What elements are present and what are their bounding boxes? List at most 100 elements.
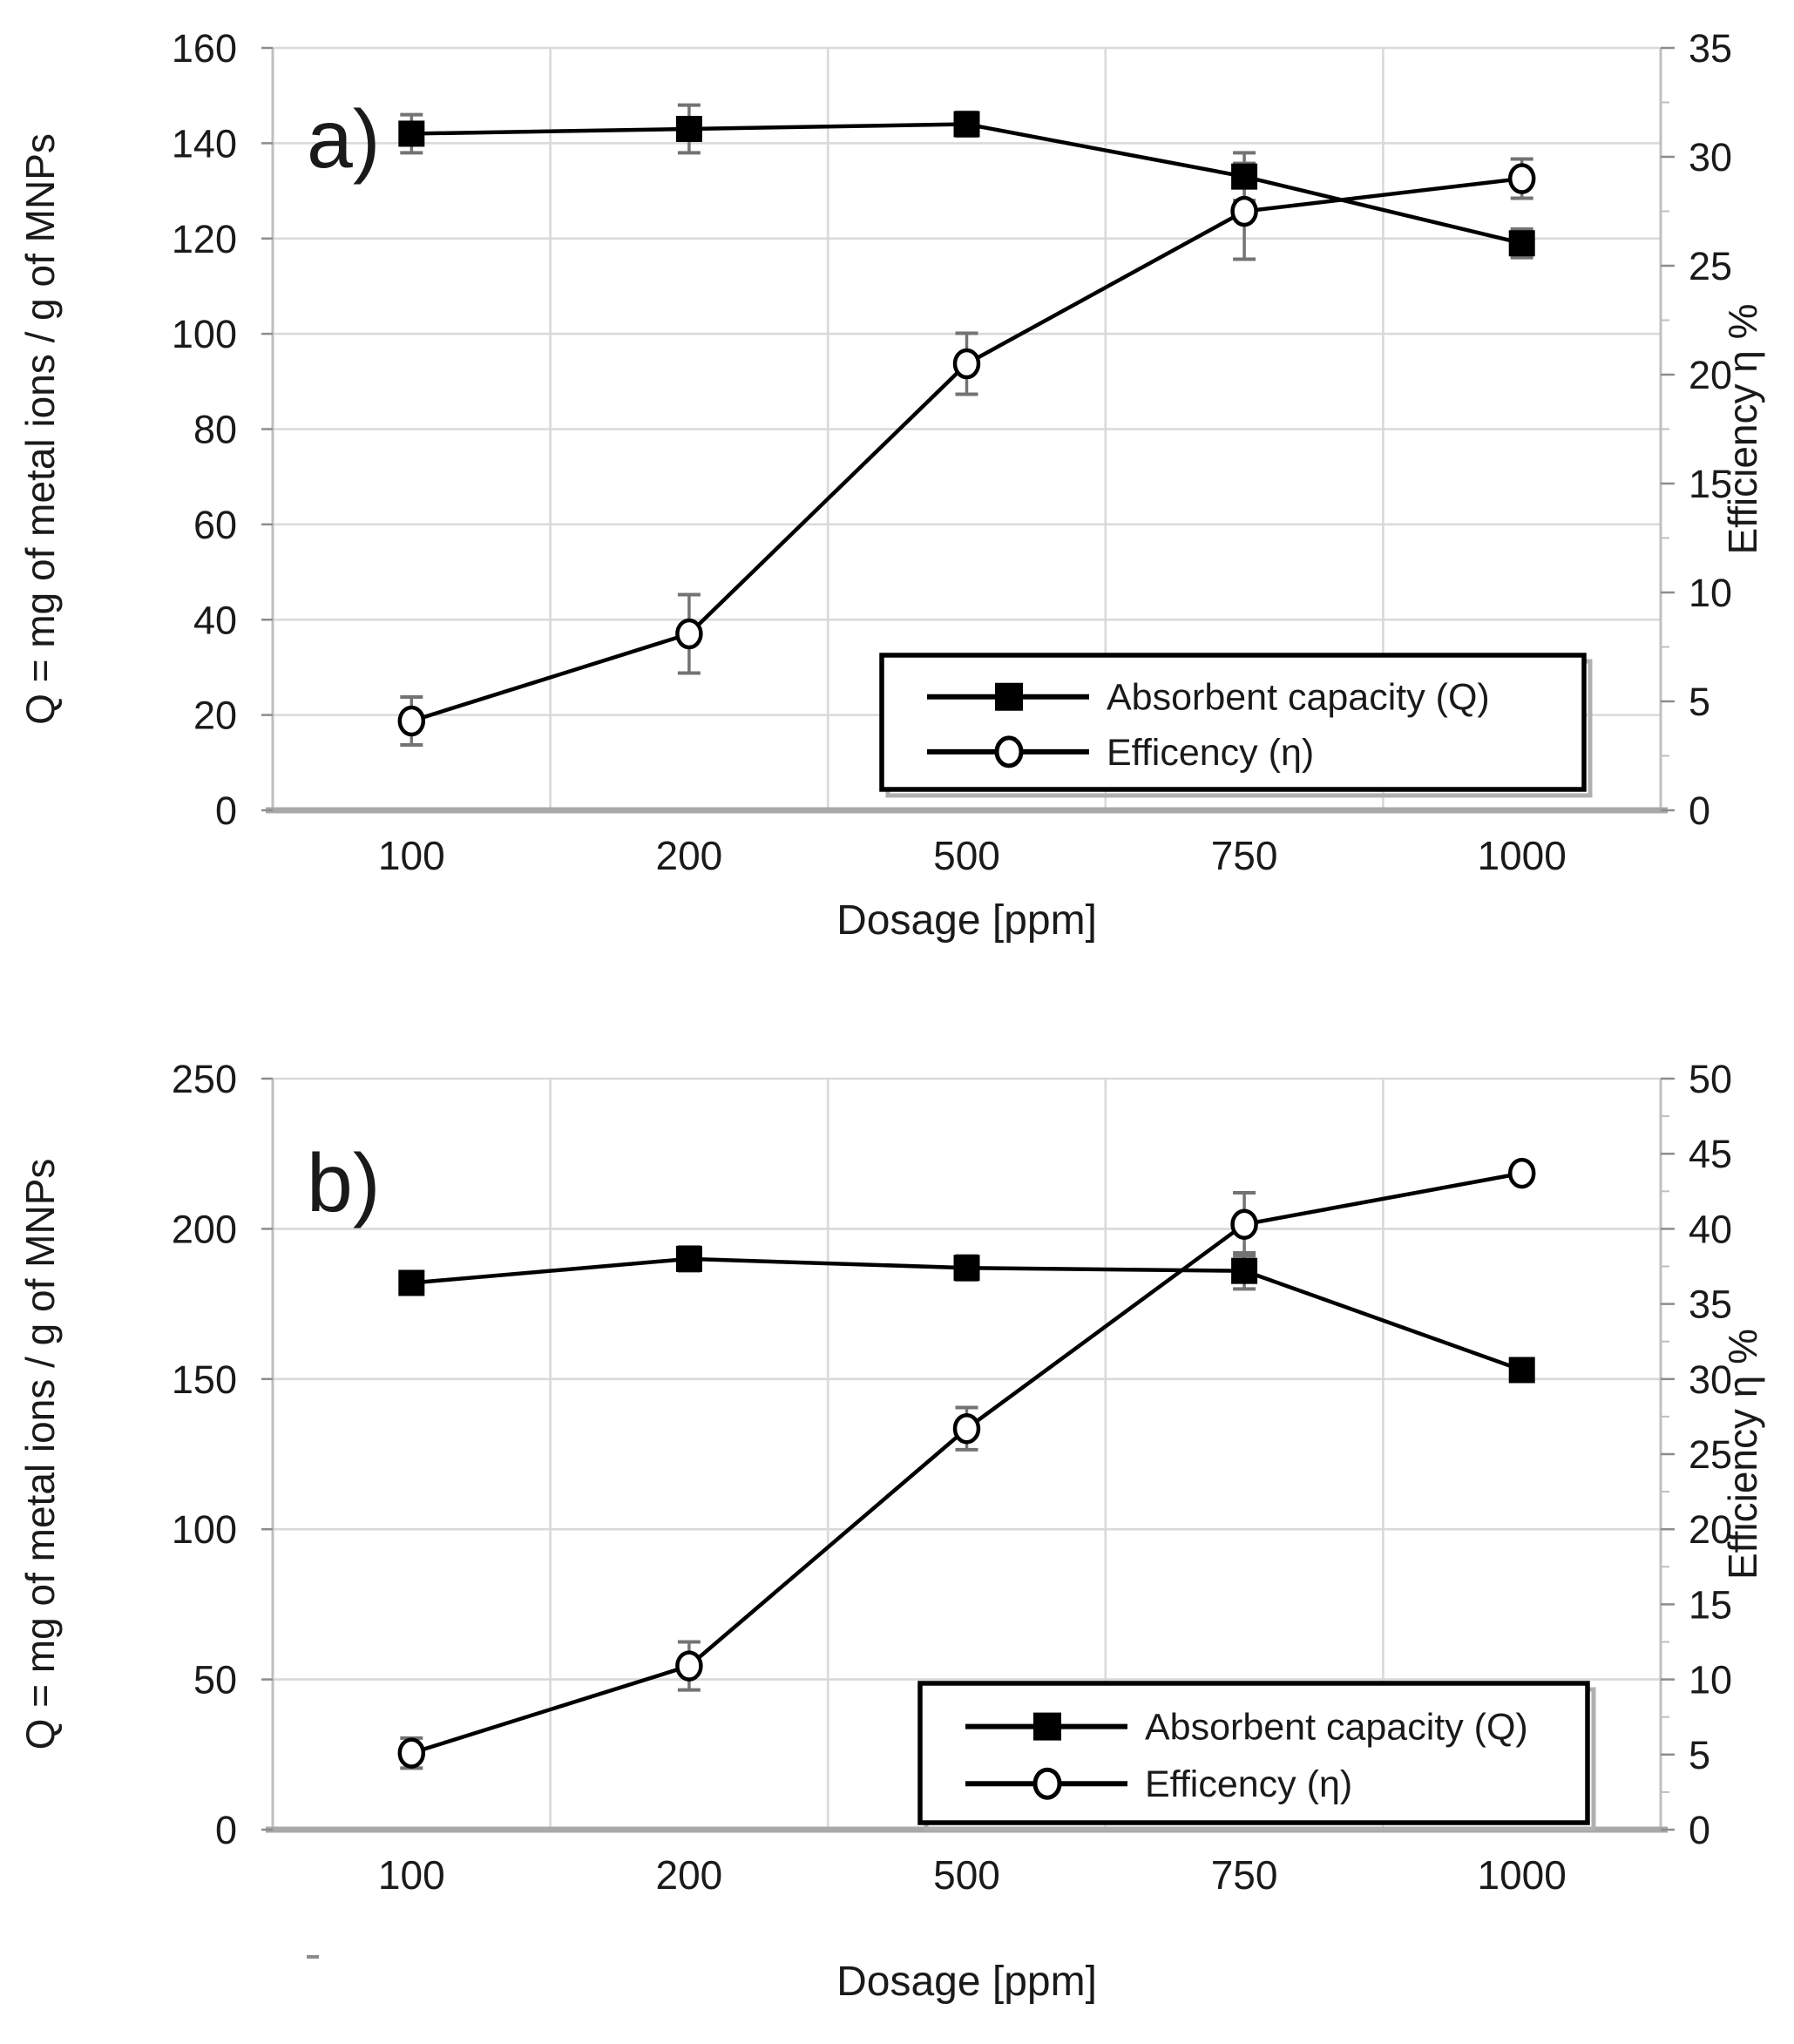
left-axis-title: Q = mg of metal ions / g of MNPs (17, 133, 63, 725)
left-axis-tick-label: 40 (193, 598, 237, 642)
legend-q-marker-icon (995, 682, 1023, 711)
left-axis-tick-label: 100 (172, 312, 237, 356)
efficiency-marker (1507, 163, 1536, 194)
legend-q-marker-icon (1033, 1712, 1061, 1741)
efficiency-marker (397, 705, 426, 737)
x-axis-title: Dosage [ppm] (836, 897, 1097, 944)
right-axis-tick-label: 5 (1689, 1733, 1710, 1777)
q-marker (1231, 163, 1258, 190)
left-axis-tick-label: 100 (172, 1507, 237, 1552)
q-marker (1231, 1257, 1258, 1284)
left-axis-tick-label: 150 (172, 1357, 237, 1402)
right-axis-tick-label: 5 (1689, 680, 1710, 724)
efficiency-marker (1230, 195, 1258, 227)
panel-label: b) (307, 1137, 380, 1229)
right-axis-tick-label: 10 (1689, 1658, 1732, 1702)
legend-item-efficiency: Efficency (η) (965, 1763, 1352, 1805)
right-axis-tick-label: 30 (1689, 1357, 1732, 1402)
right-axis-tick-label: 15 (1689, 462, 1732, 506)
right-axis-tick-label: 15 (1689, 1582, 1732, 1627)
x-axis-title: Dosage [ppm] (836, 1959, 1097, 2005)
right-axis-tick-label: 20 (1689, 1507, 1732, 1552)
right-axis-tick-label: 0 (1689, 1808, 1710, 1852)
right-axis-tick-label: 35 (1689, 1283, 1732, 1327)
legend-label: Absorbent capacity (Q) (1107, 677, 1490, 719)
legend: Absorbent capacity (Q) Efficency (η) (879, 653, 1593, 798)
q-series (398, 111, 1535, 257)
efficiency-marker (952, 1412, 981, 1445)
x-axis-tick-label: 750 (1211, 1852, 1278, 1898)
left-axis-title: Q = mg of metal ions / g of MNPs (17, 1159, 63, 1750)
right-axis-tick-label: 20 (1689, 353, 1732, 397)
x-axis-tick-label: 500 (933, 833, 1000, 878)
right-axis-tick-label: 25 (1689, 1432, 1732, 1477)
left-axis-tick-label: 20 (193, 694, 237, 738)
x-axis-tick-label: 1000 (1478, 1852, 1567, 1898)
x-axis-tick-label: 500 (933, 1852, 1000, 1898)
right-axis-tick-label: 45 (1689, 1132, 1732, 1176)
chart-panel-b: 0 50 100 150 200 250 0 5 10 15 20 25 30 35 40 45 50 100 20… (17, 1057, 1765, 2005)
efficiency-marker (675, 618, 703, 650)
efficiency-marker (1507, 1157, 1536, 1189)
left-axis-tick-label: 50 (193, 1658, 237, 1702)
legend: Absorbent capacity (Q) Efficency (η) (917, 1681, 1596, 1831)
legend-efficiency-marker-icon (994, 735, 1024, 768)
x-axis-tick-label: 200 (656, 833, 723, 878)
legend-label: Efficency (η) (1145, 1763, 1352, 1805)
efficiency-series (397, 163, 1536, 737)
q-series (398, 1245, 1535, 1384)
left-axis-tick-label: 250 (172, 1057, 237, 1101)
legend-box (917, 1681, 1590, 1825)
q-marker (398, 1269, 425, 1296)
q-marker (1508, 230, 1535, 257)
legend-box (879, 653, 1587, 792)
right-axis-tick-label: 25 (1689, 244, 1732, 288)
q-series-line (411, 122, 1523, 246)
q-marker (953, 111, 980, 138)
q-marker (1508, 1357, 1535, 1384)
efficiency-marker (675, 1650, 703, 1682)
right-axis-tick-label: 50 (1689, 1057, 1732, 1101)
right-axis-tick-label: 30 (1689, 135, 1732, 179)
legend-item-efficiency: Efficency (η) (927, 732, 1314, 774)
right-axis-title: Efficiency η % (1720, 1329, 1765, 1580)
x-axis-tick-label: 750 (1211, 833, 1278, 878)
efficiency-series (397, 1157, 1536, 1769)
right-axis-tick-label: 0 (1689, 788, 1710, 833)
x-axis-tick-label: 200 (656, 1852, 723, 1898)
right-axis-tick-label: 35 (1689, 26, 1732, 71)
left-axis-tick-label: 140 (172, 121, 237, 166)
gridlines (273, 1077, 1661, 1830)
left-axis-tick-label: 0 (215, 1808, 237, 1852)
legend-efficiency-marker-icon (1032, 1767, 1062, 1800)
efficiency-marker (952, 348, 981, 380)
x-axis-tick-label: 100 (378, 1852, 445, 1898)
right-axis-title: Efficiency η % (1720, 303, 1765, 554)
left-axis-tick-label: 0 (215, 788, 237, 833)
panel-label: a) (307, 93, 380, 186)
efficiency-marker (397, 1737, 426, 1769)
left-axis-tick-label: 80 (193, 408, 237, 452)
axes (261, 46, 1675, 814)
left-axis-tick-label: 60 (193, 503, 237, 547)
left-axis-tick-label: 120 (172, 217, 237, 261)
efficiency-series-line (410, 176, 1522, 723)
chart-panel-a: 0 20 40 60 80 100 120 140 160 0 5 10 15 20 25 30 35 100 20… (17, 26, 1765, 944)
right-axis-tick-label: 10 (1689, 571, 1732, 615)
efficiency-marker (1230, 1208, 1258, 1240)
legend-item-q: Absorbent capacity (Q) (965, 1707, 1528, 1749)
x-axis-tick-label: 100 (378, 833, 445, 878)
left-axis-tick-label: 200 (172, 1207, 237, 1251)
right-axis-tick-label: 40 (1689, 1207, 1732, 1251)
q-marker (953, 1255, 980, 1282)
q-marker (675, 115, 702, 142)
legend-item-q: Absorbent capacity (Q) (927, 677, 1490, 719)
x-axis-tick-label: 1000 (1478, 833, 1567, 878)
legend-label: Absorbent capacity (Q) (1145, 1707, 1528, 1749)
legend-label: Efficency (η) (1107, 732, 1314, 774)
left-axis-tick-label: 160 (172, 26, 237, 71)
q-marker (675, 1245, 702, 1272)
error-bars (400, 103, 1533, 747)
q-marker (398, 120, 425, 147)
